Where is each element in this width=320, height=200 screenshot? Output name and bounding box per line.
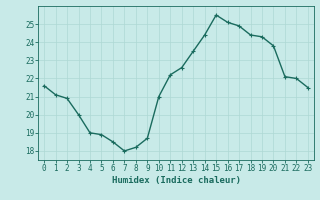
X-axis label: Humidex (Indice chaleur): Humidex (Indice chaleur) <box>111 176 241 185</box>
